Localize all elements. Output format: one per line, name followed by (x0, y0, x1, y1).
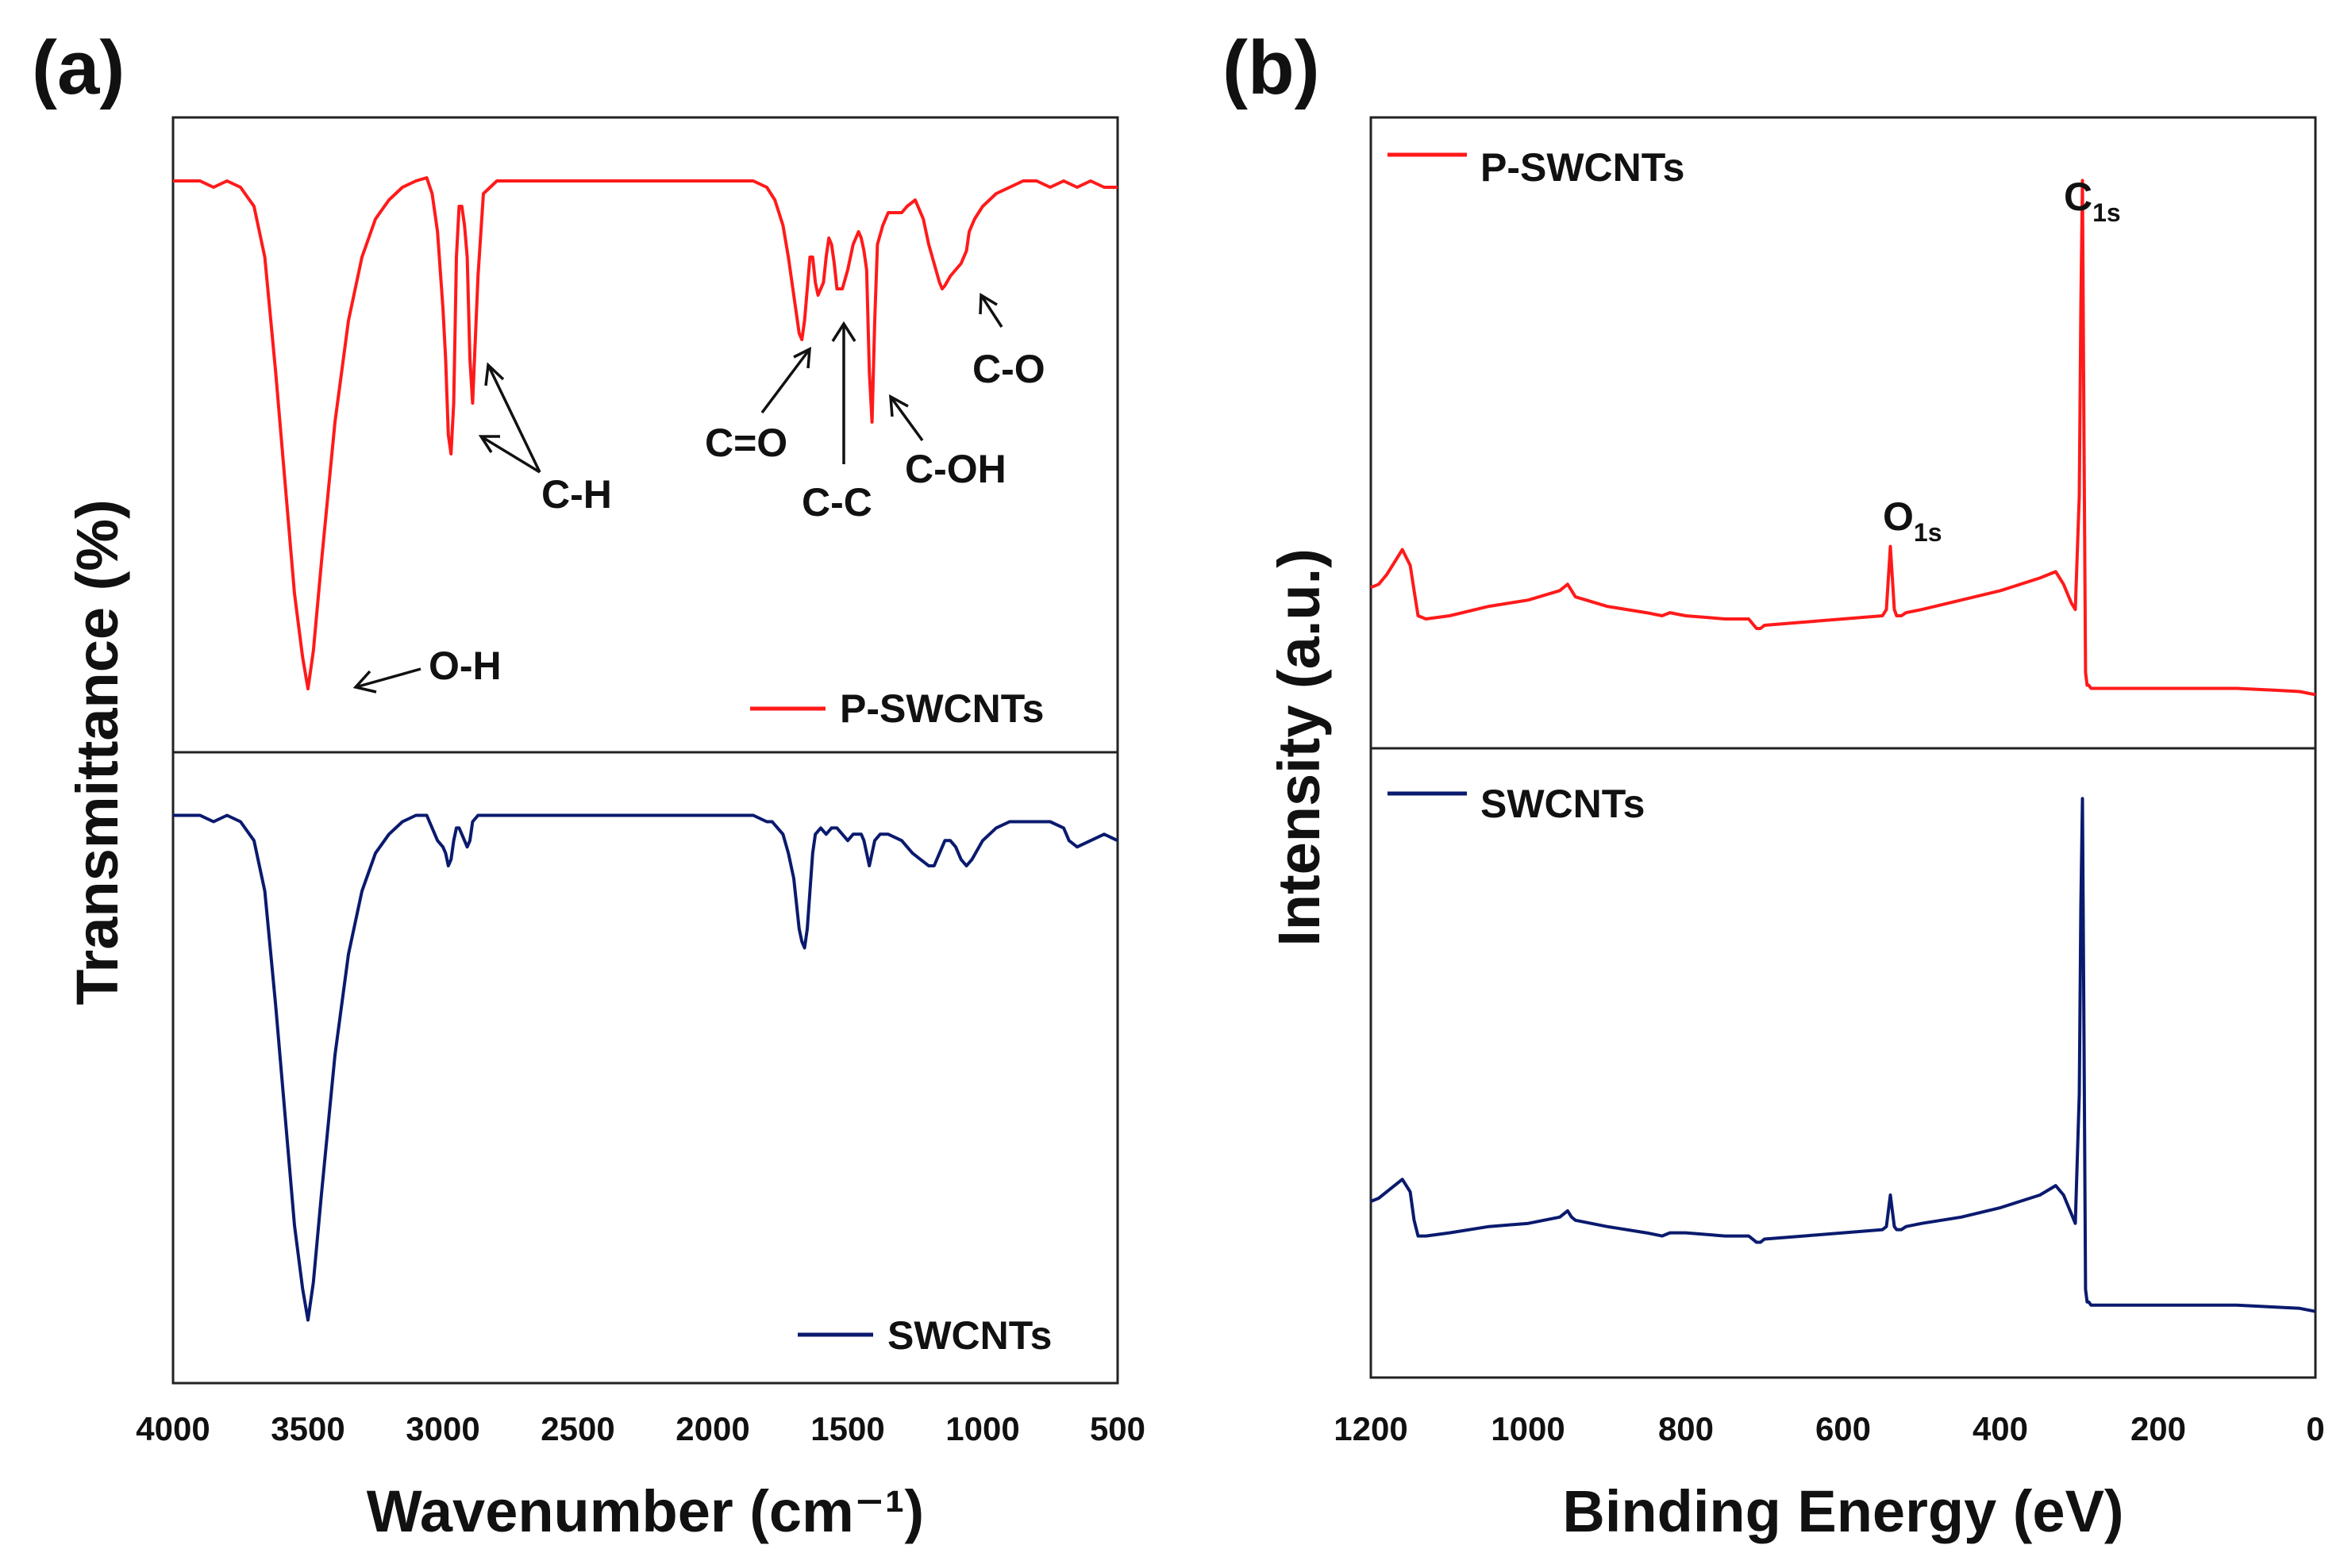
label-o-h: O-H (429, 644, 502, 688)
x-axis-title-a: Wavenumber (cm⁻¹) (367, 1478, 924, 1544)
x-ticks-a: 4000 3500 3000 2500 2000 1500 1000 500 (136, 1410, 1145, 1447)
annotation-c-oh: C-OH (888, 394, 1006, 491)
legend-swcnts-a: SWCNTs (887, 1313, 1052, 1358)
p-swcnts-ftir-line (173, 176, 1118, 690)
legend-p-swcnts-a: P-SWCNTs (840, 686, 1044, 731)
panel-b: (b) P-SWCNTs SWCNTs C1s O1s 1200 1000 80… (1222, 25, 2325, 1544)
peak-label-o1s: O1s (1883, 494, 1942, 547)
panel-a-top-frame (171, 116, 1119, 754)
x-tick-a: 2500 (541, 1410, 614, 1447)
x-axis-title-b: Binding Energy (eV) (1562, 1478, 2123, 1544)
annotation-c-o: C-O (972, 292, 1045, 391)
label-c-oh: C-OH (905, 447, 1006, 491)
label-c-h: C-H (541, 472, 612, 517)
panel-a-bottom-frame (171, 751, 1119, 1385)
x-tick-a: 1500 (810, 1410, 884, 1447)
annotation-c-o-double: C=O (705, 347, 812, 465)
peak-label-c1s: C1s (2064, 175, 2121, 227)
annotation-c-c: C-C (802, 321, 872, 525)
panel-a-label: (a) (32, 25, 125, 110)
y-axis-title-b: Intensity (a.u.) (1266, 548, 1332, 947)
p-swcnts-xps-line (1370, 179, 2316, 697)
x-tick-b: 0 (2306, 1410, 2324, 1447)
x-tick-b: 1200 (1334, 1410, 1407, 1447)
x-tick-b: 1000 (1491, 1410, 1565, 1447)
x-tick-b: 800 (1658, 1410, 1714, 1447)
panel-a: (a) P-SWCNTs SWCNTs O-H C-H C=O (32, 25, 1145, 1544)
legend-p-swcnts-b: P-SWCNTs (1480, 145, 1684, 190)
annotation-c-h: C-H (478, 362, 612, 517)
swcnts-ftir-line (173, 813, 1118, 1322)
x-tick-a: 3500 (271, 1410, 344, 1447)
x-tick-a: 1000 (945, 1410, 1019, 1447)
panel-b-bottom-frame (1369, 747, 2317, 1379)
x-tick-b: 200 (2130, 1410, 2186, 1447)
label-c-o: C-O (972, 347, 1045, 391)
x-tick-a: 4000 (136, 1410, 210, 1447)
panel-b-label: (b) (1222, 25, 1320, 110)
x-tick-b: 600 (1815, 1410, 1871, 1447)
x-tick-a: 3000 (406, 1410, 479, 1447)
label-c-o-double: C=O (705, 421, 787, 465)
label-c-c: C-C (802, 480, 872, 525)
y-axis-title-a: Transmittance (%) (64, 499, 130, 1005)
x-ticks-b: 1200 1000 800 600 400 200 0 (1334, 1410, 2324, 1447)
panel-b-top-frame (1369, 116, 2317, 750)
x-tick-b: 400 (1973, 1410, 2028, 1447)
annotation-o-h: O-H (352, 644, 502, 694)
x-tick-a: 2000 (675, 1410, 749, 1447)
legend-swcnts-b: SWCNTs (1480, 782, 1645, 826)
x-tick-a: 500 (1090, 1410, 1145, 1447)
swcnts-xps-line (1370, 797, 2316, 1313)
